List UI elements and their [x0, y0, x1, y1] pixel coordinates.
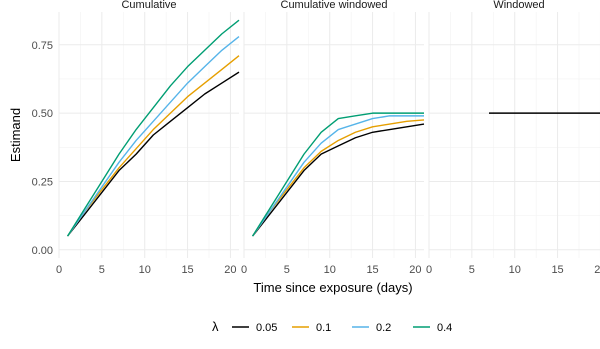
y-tick-label: 0.75: [32, 40, 53, 52]
x-tick-label: 0: [426, 264, 432, 276]
series-line-0.05: [67, 71, 240, 237]
x-tick-label: 5: [99, 264, 105, 276]
x-tick-label: 5: [469, 264, 475, 276]
x-tick-label: 15: [366, 264, 378, 276]
y-tick-label: 0.00: [32, 245, 53, 257]
panel-title: Cumulative windowed: [281, 0, 388, 11]
series-line-0.05: [252, 123, 425, 237]
x-tick-label: 0: [56, 264, 62, 276]
series-line-0.2: [66, 36, 240, 237]
series-line-0.4: [251, 112, 424, 237]
y-tick-label: 0.25: [32, 176, 53, 188]
x-tick-label: 20: [594, 264, 600, 276]
x-tick-label: 0: [241, 264, 247, 276]
y-axis-title: Estimand: [8, 108, 23, 162]
panel-title: Cumulative: [121, 0, 176, 11]
x-tick-label: 10: [324, 264, 336, 276]
panel-title: Windowed: [493, 0, 544, 11]
series-line-0.1: [251, 119, 425, 237]
legend-label: 0.2: [376, 322, 391, 334]
x-tick-label: 20: [409, 264, 421, 276]
x-tick-label: 15: [551, 264, 563, 276]
series-line-0.4: [66, 19, 240, 237]
legend-label: 0.05: [256, 322, 277, 334]
x-tick-label: 20: [224, 264, 236, 276]
y-tick-label: 0.50: [32, 108, 53, 120]
x-tick-label: 5: [284, 264, 290, 276]
legend-label: 0.4: [437, 322, 452, 334]
series-line-0.1: [66, 55, 240, 237]
x-tick-label: 10: [139, 264, 151, 276]
legend-label: 0.1: [316, 322, 331, 334]
x-tick-label: 10: [509, 264, 521, 276]
x-axis-title: Time since exposure (days): [253, 280, 412, 295]
x-tick-label: 15: [181, 264, 193, 276]
series-line-0.2: [251, 115, 424, 237]
legend-title: λ: [212, 319, 219, 334]
